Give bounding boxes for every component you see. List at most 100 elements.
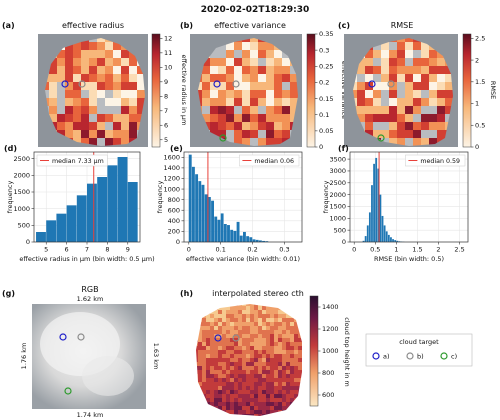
histogram-bar [396, 240, 399, 242]
map-tile [202, 114, 210, 122]
map-tile [73, 42, 81, 50]
cth-tile [266, 366, 270, 370]
map-tile [65, 106, 73, 114]
cth-tile [294, 354, 298, 358]
cth-tile [242, 354, 246, 358]
cth-tile [270, 330, 274, 334]
cth-tile [270, 382, 274, 386]
map-tile [266, 122, 274, 130]
effective-variance-histogram: (e) 0 200 400 600 800 1000 1200 1400 1600 0 0.1 0.2 0… [156, 144, 303, 263]
cth-tile [274, 390, 278, 394]
colorbar-tick-label: 0.05 [319, 127, 333, 135]
target-c-marker [377, 134, 385, 142]
cth-tile [230, 410, 234, 414]
cth-tile [262, 338, 266, 342]
x-tick-label: 0 [187, 246, 191, 254]
map-tile [397, 138, 405, 146]
cth-tile [214, 410, 218, 414]
histogram-bar [390, 237, 392, 242]
cth-tile [302, 322, 306, 326]
cth-tile [282, 354, 286, 358]
map-tile [226, 90, 234, 98]
map-tile [274, 74, 282, 82]
cth-tile [262, 354, 266, 358]
map-tile [373, 66, 381, 74]
histogram-bar [217, 219, 221, 242]
map-tile [121, 58, 129, 66]
map-tile [365, 114, 373, 122]
y-tick-label: 0 [26, 238, 30, 246]
cth-tile [258, 330, 262, 334]
cth-tile [218, 378, 222, 382]
cth-tile [238, 362, 242, 366]
cth-tile [222, 314, 226, 318]
cth-tile [302, 302, 306, 306]
cth-tile [290, 346, 294, 350]
colorbar-tick-label: 0.15 [319, 95, 333, 103]
cth-tile [282, 314, 286, 318]
cth-tile [210, 386, 214, 390]
cth-tile [238, 354, 242, 358]
cth-tile [238, 402, 242, 406]
cth-tile [274, 374, 278, 378]
colorbar-tick-label: 0.35 [319, 30, 333, 38]
cth-tile [278, 394, 282, 398]
cth-tile [196, 342, 198, 346]
cth-tile [198, 386, 202, 390]
cth-tile [298, 370, 302, 374]
y-tick-label: 1500 [329, 203, 346, 211]
cth-tile [246, 306, 250, 310]
map-tile [137, 74, 145, 82]
cth-tile [254, 410, 258, 414]
cth-tile [302, 326, 306, 330]
map-tile [421, 114, 429, 122]
map-tile [266, 66, 274, 74]
map-tile [250, 138, 258, 146]
cth-tile [294, 342, 298, 346]
legend-label-a: a) [383, 353, 390, 361]
x-tick-label: 0 [352, 246, 356, 254]
cth-tile [258, 374, 262, 378]
map-tile [421, 138, 429, 146]
legend-label-c: c) [451, 353, 457, 361]
cth-tile [254, 370, 258, 374]
cth-tile [290, 394, 294, 398]
cth-tile [226, 374, 230, 378]
cth-tile [258, 310, 262, 314]
map-tile [365, 90, 373, 98]
map-tile [389, 122, 397, 130]
cth-tile [290, 366, 294, 370]
cth-tile [278, 386, 282, 390]
map-tile [121, 106, 129, 114]
map-tile [429, 114, 437, 122]
cth-tile [262, 378, 266, 382]
map-tile [45, 90, 49, 98]
cth-tile [230, 314, 234, 318]
cth-tile [254, 362, 258, 366]
map-tile [121, 90, 129, 98]
y-tick-label: 3000 [329, 167, 346, 175]
cth-tile [282, 326, 286, 330]
map-tile [226, 106, 234, 114]
cth-tile [286, 304, 290, 306]
map-tile [49, 114, 57, 122]
cth-tile [298, 342, 302, 346]
cth-tile [294, 390, 298, 394]
cth-tile [290, 314, 294, 318]
cth-tile [254, 382, 258, 386]
map-tile [397, 74, 405, 82]
map-tile [381, 42, 389, 50]
map-tile [81, 130, 89, 138]
cth-tile [286, 330, 290, 334]
cth-tile [270, 386, 274, 390]
y-axis-label: frequency [6, 181, 14, 214]
cth-tile [234, 342, 238, 346]
map-tile [234, 66, 242, 74]
cth-tile [196, 378, 198, 382]
cth-tile [298, 350, 302, 354]
cth-tile [290, 414, 294, 416]
cth-tile [254, 358, 258, 362]
cth-tile [262, 314, 266, 318]
colorbar-tick-label: 5 [164, 136, 168, 144]
cth-tile [262, 326, 266, 330]
